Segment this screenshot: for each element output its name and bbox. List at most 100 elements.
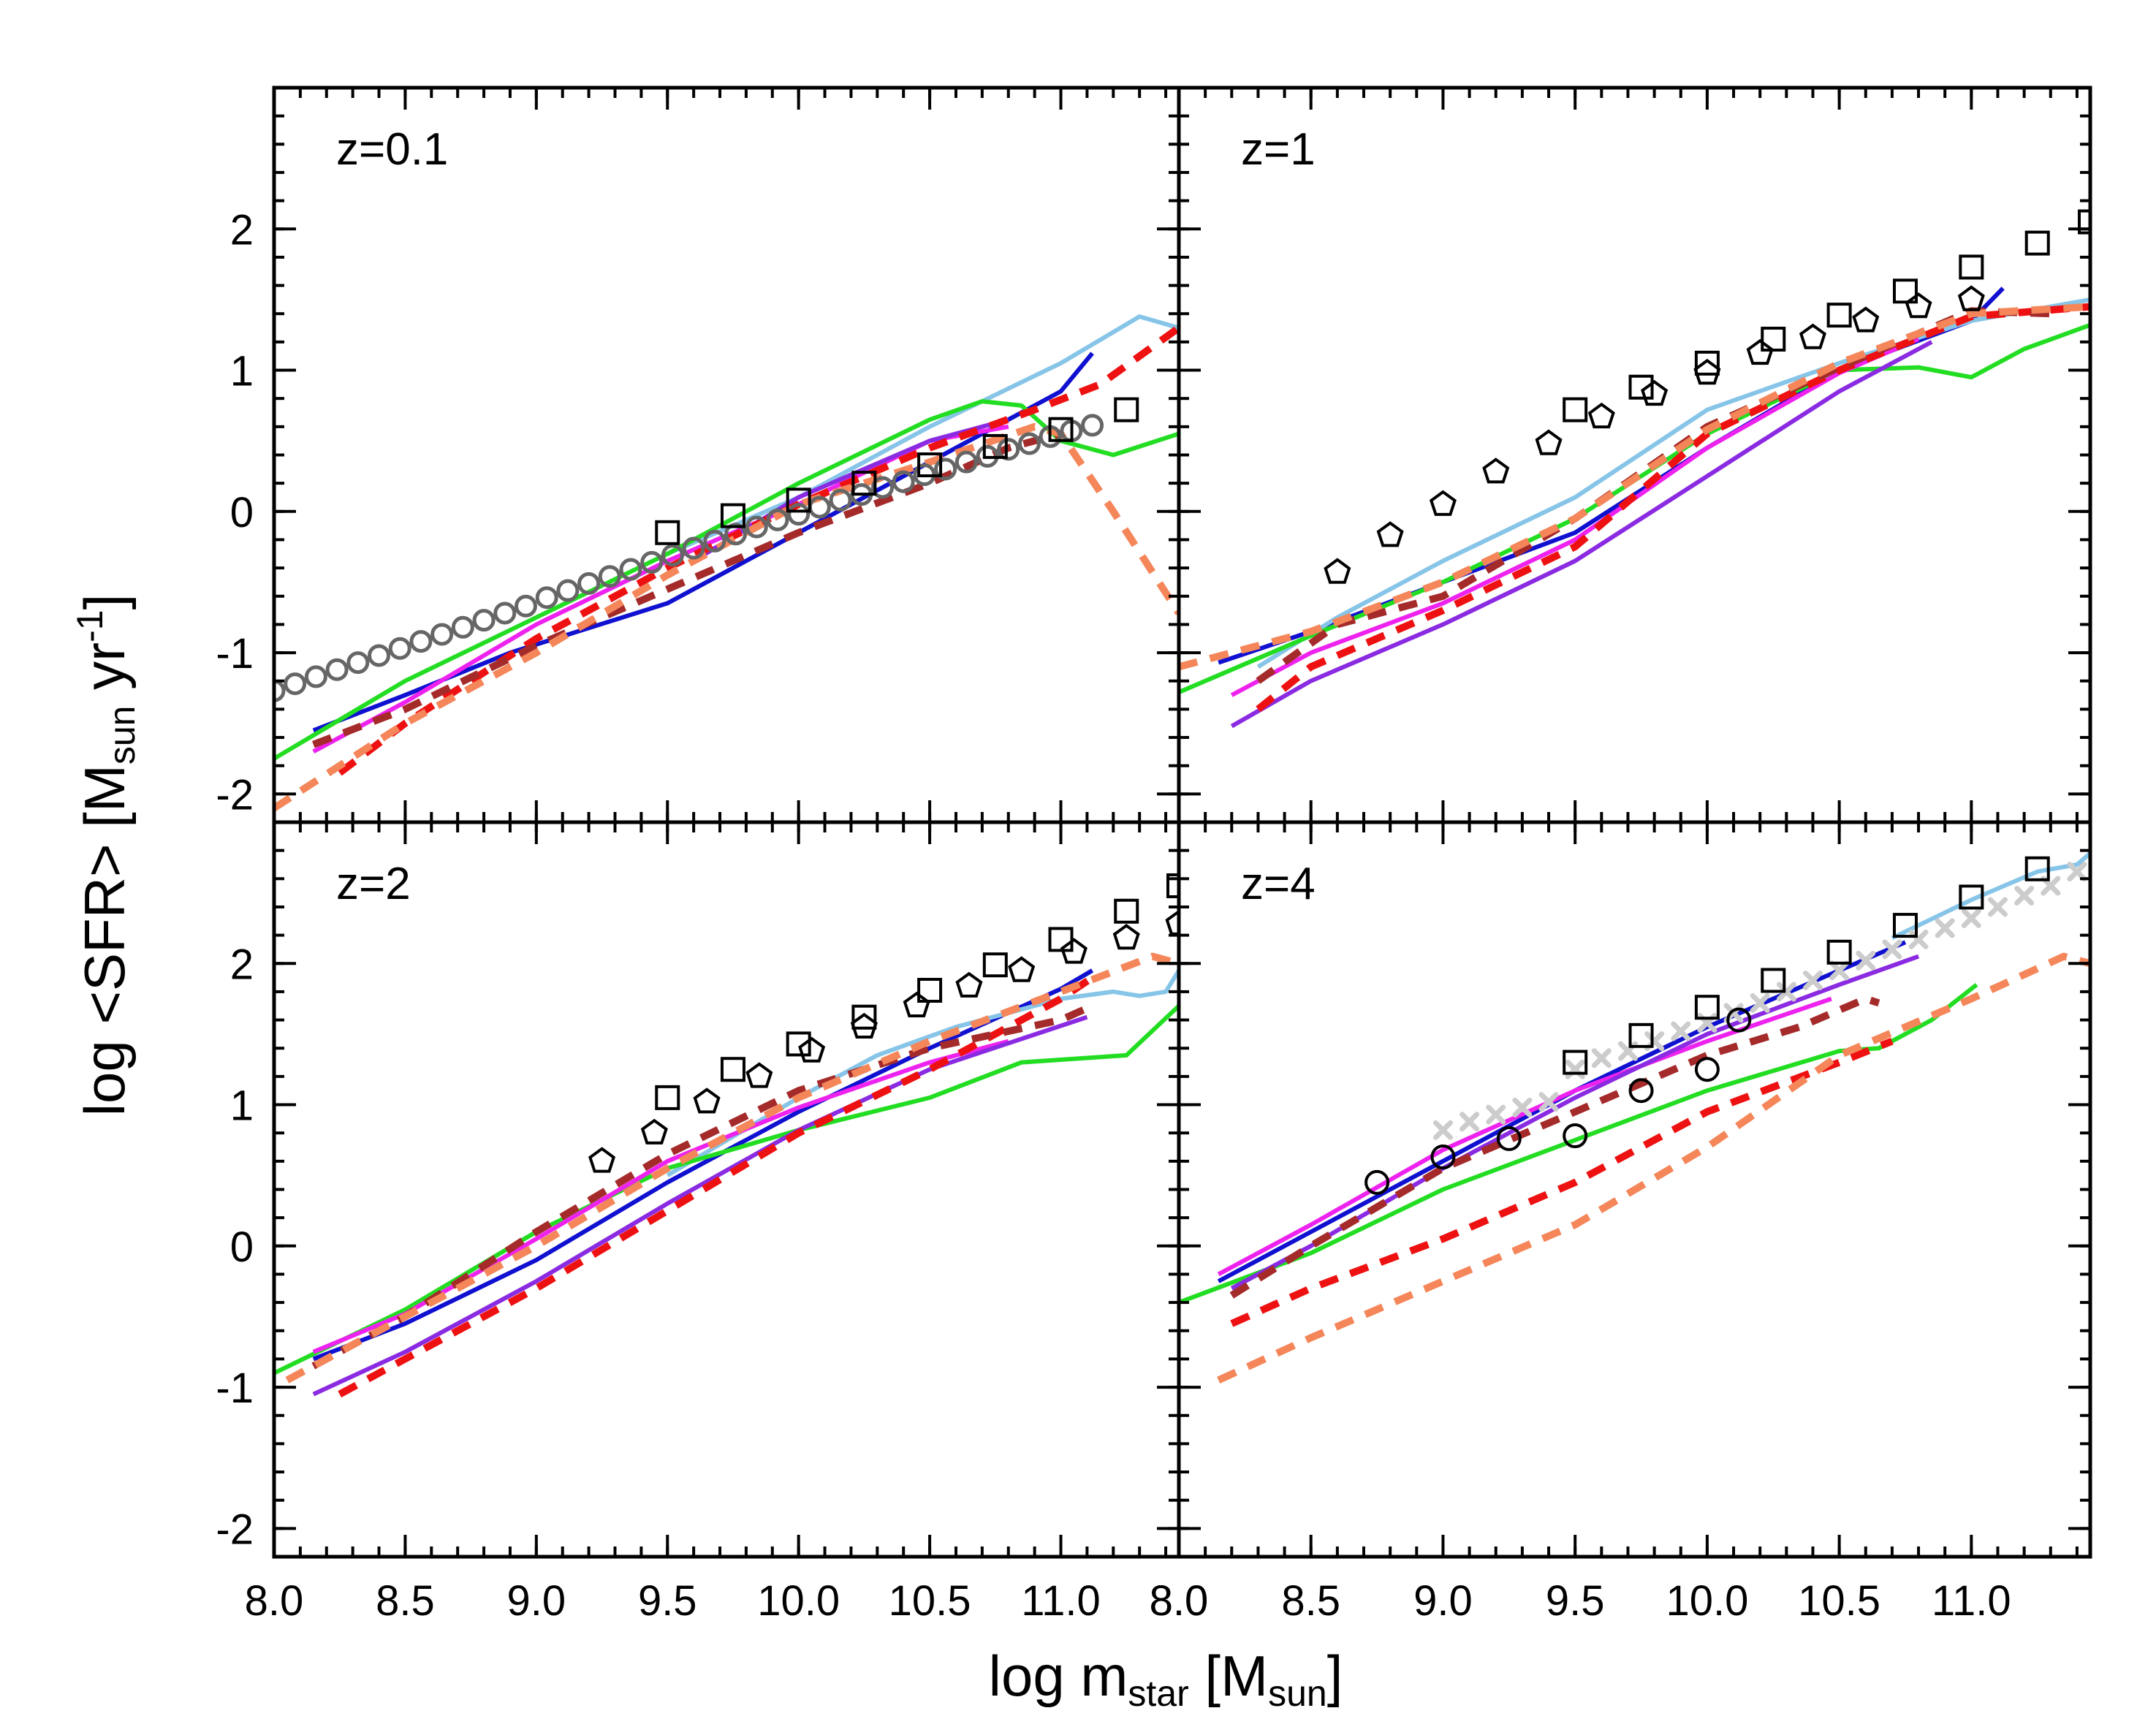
panel-label: z=4 (1241, 859, 1316, 909)
y-axis-title-sup: -1 (69, 610, 110, 642)
y-axis-title-mid: yr (72, 642, 137, 706)
pentagon-marker (1112, 924, 1140, 950)
pentagon-marker (1165, 909, 1179, 935)
x-tick-label: 11.0 (1021, 1577, 1101, 1625)
cross-marker (1512, 1097, 1533, 1117)
pentagon-marker (693, 1088, 721, 1114)
square-marker (917, 977, 943, 1003)
cross-marker (1961, 908, 1981, 928)
pentagon-marker (1482, 458, 1510, 484)
pentagon-marker (850, 1012, 878, 1039)
circle-marker (1694, 1057, 1720, 1082)
square-marker (1166, 873, 1179, 898)
circle-marker (535, 586, 558, 610)
cross-marker (1802, 970, 1823, 990)
square-marker (786, 1031, 811, 1057)
pentagon-marker (1693, 358, 1721, 385)
cross-marker (1776, 982, 1796, 1002)
square-marker (2078, 209, 2090, 235)
square-marker (655, 520, 680, 545)
circle-marker (829, 488, 852, 512)
pentagon-marker (1641, 379, 1669, 406)
square-marker (1563, 397, 1588, 422)
square-marker (1892, 278, 1918, 304)
panel-ticks (1177, 821, 2090, 1558)
plot-area (274, 873, 1179, 1398)
circle-marker (284, 672, 307, 696)
panel-1: z=0.1 2 1 0 -1 -2 (216, 86, 1181, 824)
circle-marker (325, 658, 349, 681)
pentagon-marker (1429, 490, 1457, 516)
circle-marker (493, 601, 517, 625)
cross-marker (1538, 1092, 1559, 1112)
circle-marker (1017, 432, 1041, 455)
x-tick-label: 9.0 (507, 1577, 566, 1625)
circle-marker (724, 523, 748, 546)
pentagon-marker (1746, 338, 1774, 365)
panel-3: z=2 2 1 0 -1 -2 8.0 8.5 9.0 9.5 10.0 10.5 11.0 (216, 820, 1181, 1625)
circle-marker (577, 572, 601, 595)
circle-marker (766, 508, 789, 531)
x-tick-label: 8.5 (1281, 1577, 1340, 1625)
y-tick-label: 2 (230, 941, 254, 988)
cross-marker (1486, 1104, 1506, 1125)
x-tick-label: 8.0 (245, 1577, 304, 1625)
pentagon-marker (798, 1036, 826, 1063)
y-tick-label: 2 (230, 206, 254, 254)
x-tick-label: 9.5 (1546, 1577, 1605, 1625)
cross-marker (1987, 897, 2008, 917)
series-line-brown-dashed (1256, 307, 2051, 684)
cross-marker (2014, 886, 2035, 906)
square-marker (1959, 884, 1984, 910)
y-tick-label: 0 (230, 489, 254, 536)
pentagon-marker (955, 971, 983, 998)
series-line-red-dashed (1230, 1037, 1894, 1327)
pentagon-marker (1324, 558, 1351, 584)
circle-marker (556, 579, 580, 602)
y-tick-label: 1 (230, 1082, 254, 1130)
y-tick-label: -2 (216, 1506, 254, 1553)
circle-marker (1726, 1007, 1752, 1033)
pentagon-marker (588, 1147, 616, 1173)
x-tick-label: 10.5 (1798, 1577, 1880, 1625)
square-marker (1761, 327, 1786, 352)
panel-ticks (273, 821, 1179, 1558)
series-line-purple (1230, 340, 1933, 729)
x-tick-label: 10.5 (889, 1577, 971, 1625)
square-marker (1628, 374, 1654, 400)
series-line-green (274, 399, 1179, 761)
panel-ticks (273, 86, 1179, 824)
square-marker (1048, 417, 1074, 442)
x-axis-title-main: log m (989, 1644, 1128, 1708)
cross-marker (1460, 1112, 1480, 1132)
pentagon-marker (1060, 938, 1088, 964)
circle-marker (640, 550, 664, 574)
square-marker (1114, 397, 1139, 422)
series-line-brown-dashed (311, 1002, 1094, 1370)
y-axis-title-end: ] (72, 594, 137, 610)
square-marker (720, 1057, 745, 1082)
x-tick-label: 10.0 (757, 1577, 840, 1625)
circle-marker (997, 438, 1020, 461)
panel-label: z=0.1 (336, 124, 448, 175)
panel-label: z=2 (336, 859, 411, 909)
y-tick-label: -2 (216, 771, 254, 819)
circle-marker (619, 558, 642, 581)
panel-2: z=1 (1177, 86, 2092, 824)
square-marker (1959, 254, 1984, 280)
square-marker (1826, 303, 1852, 328)
x-axis-title: log mstar [Msun] (989, 1644, 1343, 1714)
circle-marker (703, 529, 726, 553)
circle-marker (346, 651, 370, 675)
square-marker (1694, 350, 1720, 376)
circle-marker (1364, 1169, 1390, 1195)
square-marker (851, 1004, 877, 1030)
panel-4: z=4 8.0 8.5 9.0 9.5 10.0 10.5 11.0 (1150, 820, 2092, 1625)
series-line-green (1179, 982, 1978, 1305)
square-marker (2024, 230, 2050, 256)
pentagon-marker (640, 1118, 668, 1145)
square-marker (786, 487, 811, 513)
square-marker (982, 433, 1008, 459)
x-tick-label: 8.0 (1150, 1577, 1209, 1625)
